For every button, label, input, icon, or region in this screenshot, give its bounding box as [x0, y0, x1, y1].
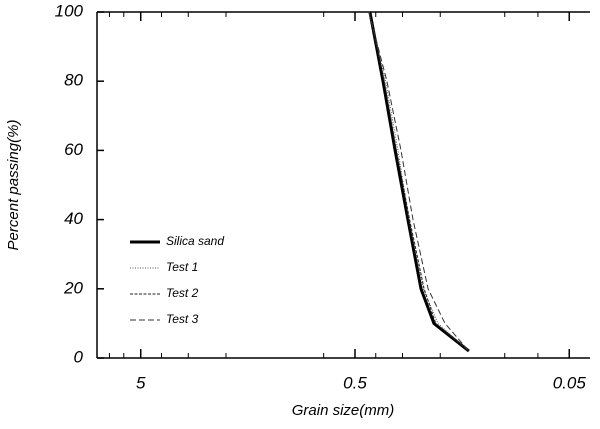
y-tick-label: 100	[55, 1, 84, 20]
y-tick-label: 40	[64, 209, 83, 228]
legend-label: Silica sand	[166, 234, 224, 248]
y-axis-title: Percent passing(%)	[5, 120, 22, 251]
y-tick-label: 0	[74, 347, 84, 366]
x-axis-title: Grain size(mm)	[292, 402, 395, 419]
y-tick-label: 20	[63, 278, 83, 297]
y-tick-label: 60	[64, 140, 83, 159]
x-tick-label: 0.5	[343, 373, 367, 392]
legend-label: Test 2	[166, 286, 199, 300]
series-line	[368, 11, 470, 353]
y-tick-label: 80	[64, 71, 83, 90]
series-line	[368, 11, 470, 352]
series-line	[368, 11, 470, 352]
x-tick-label: 5	[136, 373, 146, 392]
legend-label: Test 1	[166, 260, 198, 274]
series-line	[368, 11, 470, 352]
x-tick-label: 0.05	[553, 373, 587, 392]
legend-label: Test 3	[166, 312, 199, 326]
